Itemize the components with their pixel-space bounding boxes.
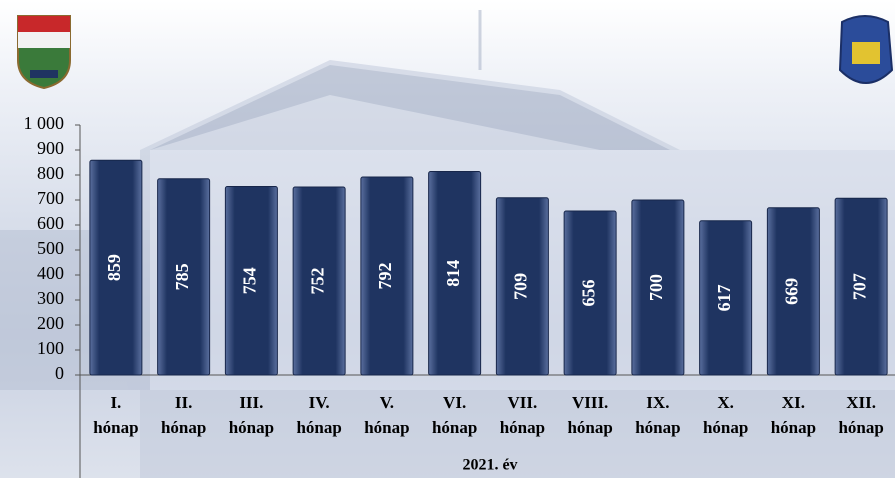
value-label: 752 bbox=[307, 268, 327, 295]
x-tick-label: XI. hónap bbox=[770, 393, 817, 437]
bar bbox=[495, 197, 549, 376]
x-tick-label: III. hónap bbox=[228, 393, 275, 437]
x-tick-label: IX. hónap bbox=[635, 393, 681, 437]
bar bbox=[563, 210, 617, 376]
x-tick-label: VI. hónap bbox=[431, 393, 478, 437]
value-label: 754 bbox=[240, 267, 260, 294]
value-label: 785 bbox=[172, 263, 192, 290]
bar bbox=[766, 207, 820, 376]
bar bbox=[157, 178, 211, 376]
x-tick-label: XII. hónap bbox=[838, 393, 884, 437]
police-logo-left bbox=[17, 15, 71, 90]
x-tick-label: VIII. hónap bbox=[567, 393, 613, 437]
x-tick-label: II. hónap bbox=[160, 393, 207, 437]
value-label: 859 bbox=[104, 254, 124, 281]
bar bbox=[360, 176, 414, 376]
y-tick-label: 0 bbox=[55, 363, 64, 383]
x-tick-label: I. hónap bbox=[93, 393, 139, 437]
x-tick-label: X. hónap bbox=[702, 393, 749, 437]
y-tick-label: 100 bbox=[37, 338, 64, 358]
value-label: 700 bbox=[646, 274, 666, 301]
value-label: 792 bbox=[375, 263, 395, 290]
police-logo-right bbox=[838, 15, 894, 84]
bar bbox=[428, 171, 482, 376]
value-label: 814 bbox=[443, 260, 463, 287]
x-tick-label: VII. hónap bbox=[499, 393, 546, 437]
value-label: 707 bbox=[849, 273, 869, 300]
bar bbox=[292, 186, 346, 376]
x-tick-label: IV. hónap bbox=[296, 393, 342, 437]
y-tick-label: 1 000 bbox=[24, 113, 65, 133]
y-tick-label: 200 bbox=[37, 313, 64, 333]
y-tick-label: 500 bbox=[37, 238, 64, 258]
y-tick-label: 800 bbox=[37, 163, 64, 183]
value-label: 669 bbox=[782, 278, 802, 305]
y-tick-label: 300 bbox=[37, 288, 64, 308]
y-tick-label: 400 bbox=[37, 263, 64, 283]
y-tick-label: 600 bbox=[37, 213, 64, 233]
value-label: 709 bbox=[511, 273, 531, 300]
value-label: 656 bbox=[578, 280, 598, 307]
y-tick-label: 700 bbox=[37, 188, 64, 208]
x-tick-label: V. hónap bbox=[364, 393, 410, 437]
bar bbox=[834, 197, 888, 376]
bar bbox=[631, 199, 685, 376]
value-label: 617 bbox=[714, 284, 734, 311]
bar bbox=[224, 186, 278, 376]
bar bbox=[89, 159, 143, 376]
x-axis-label: 2021. év bbox=[462, 457, 517, 474]
bar bbox=[699, 220, 753, 376]
y-tick-label: 900 bbox=[37, 138, 64, 158]
